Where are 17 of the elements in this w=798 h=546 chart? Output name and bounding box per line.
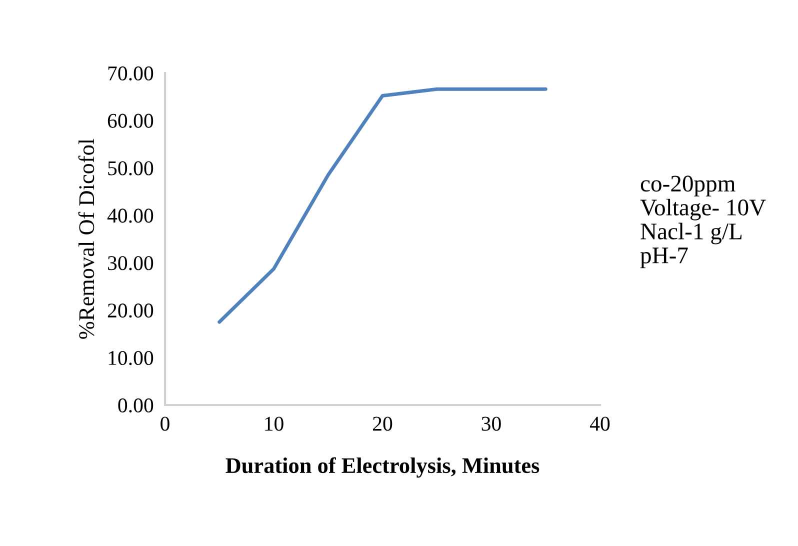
y-tick-label: 10.00 <box>108 350 154 366</box>
x-tick-label: 30 <box>482 416 501 431</box>
y-tick-label: 20.00 <box>108 304 154 318</box>
y-tick-label: 0.00 <box>118 398 154 413</box>
x-tick-label: 20 <box>373 416 392 431</box>
y-tick-label: 60.00 <box>108 114 154 128</box>
y-tick-label: 70.00 <box>108 66 154 81</box>
y-tick-label: 30.00 <box>108 256 154 270</box>
y-tick-label: 40.00 <box>107 208 154 223</box>
x-tick-label: 40 <box>590 416 610 431</box>
x-axis-title: Duration of Electrolysis, Minutes <box>226 457 540 478</box>
x-tick-label: 0 <box>160 416 170 431</box>
y-axis-title: %Removal Of Dicofol <box>78 138 94 339</box>
x-tick-label: 10 <box>265 416 284 431</box>
y-tick-label: 50.00 <box>108 161 154 176</box>
line-series <box>218 87 548 324</box>
text: co-20ppm Voltage- 10V Nacl-1 g/L pH-7 <box>640 176 766 268</box>
